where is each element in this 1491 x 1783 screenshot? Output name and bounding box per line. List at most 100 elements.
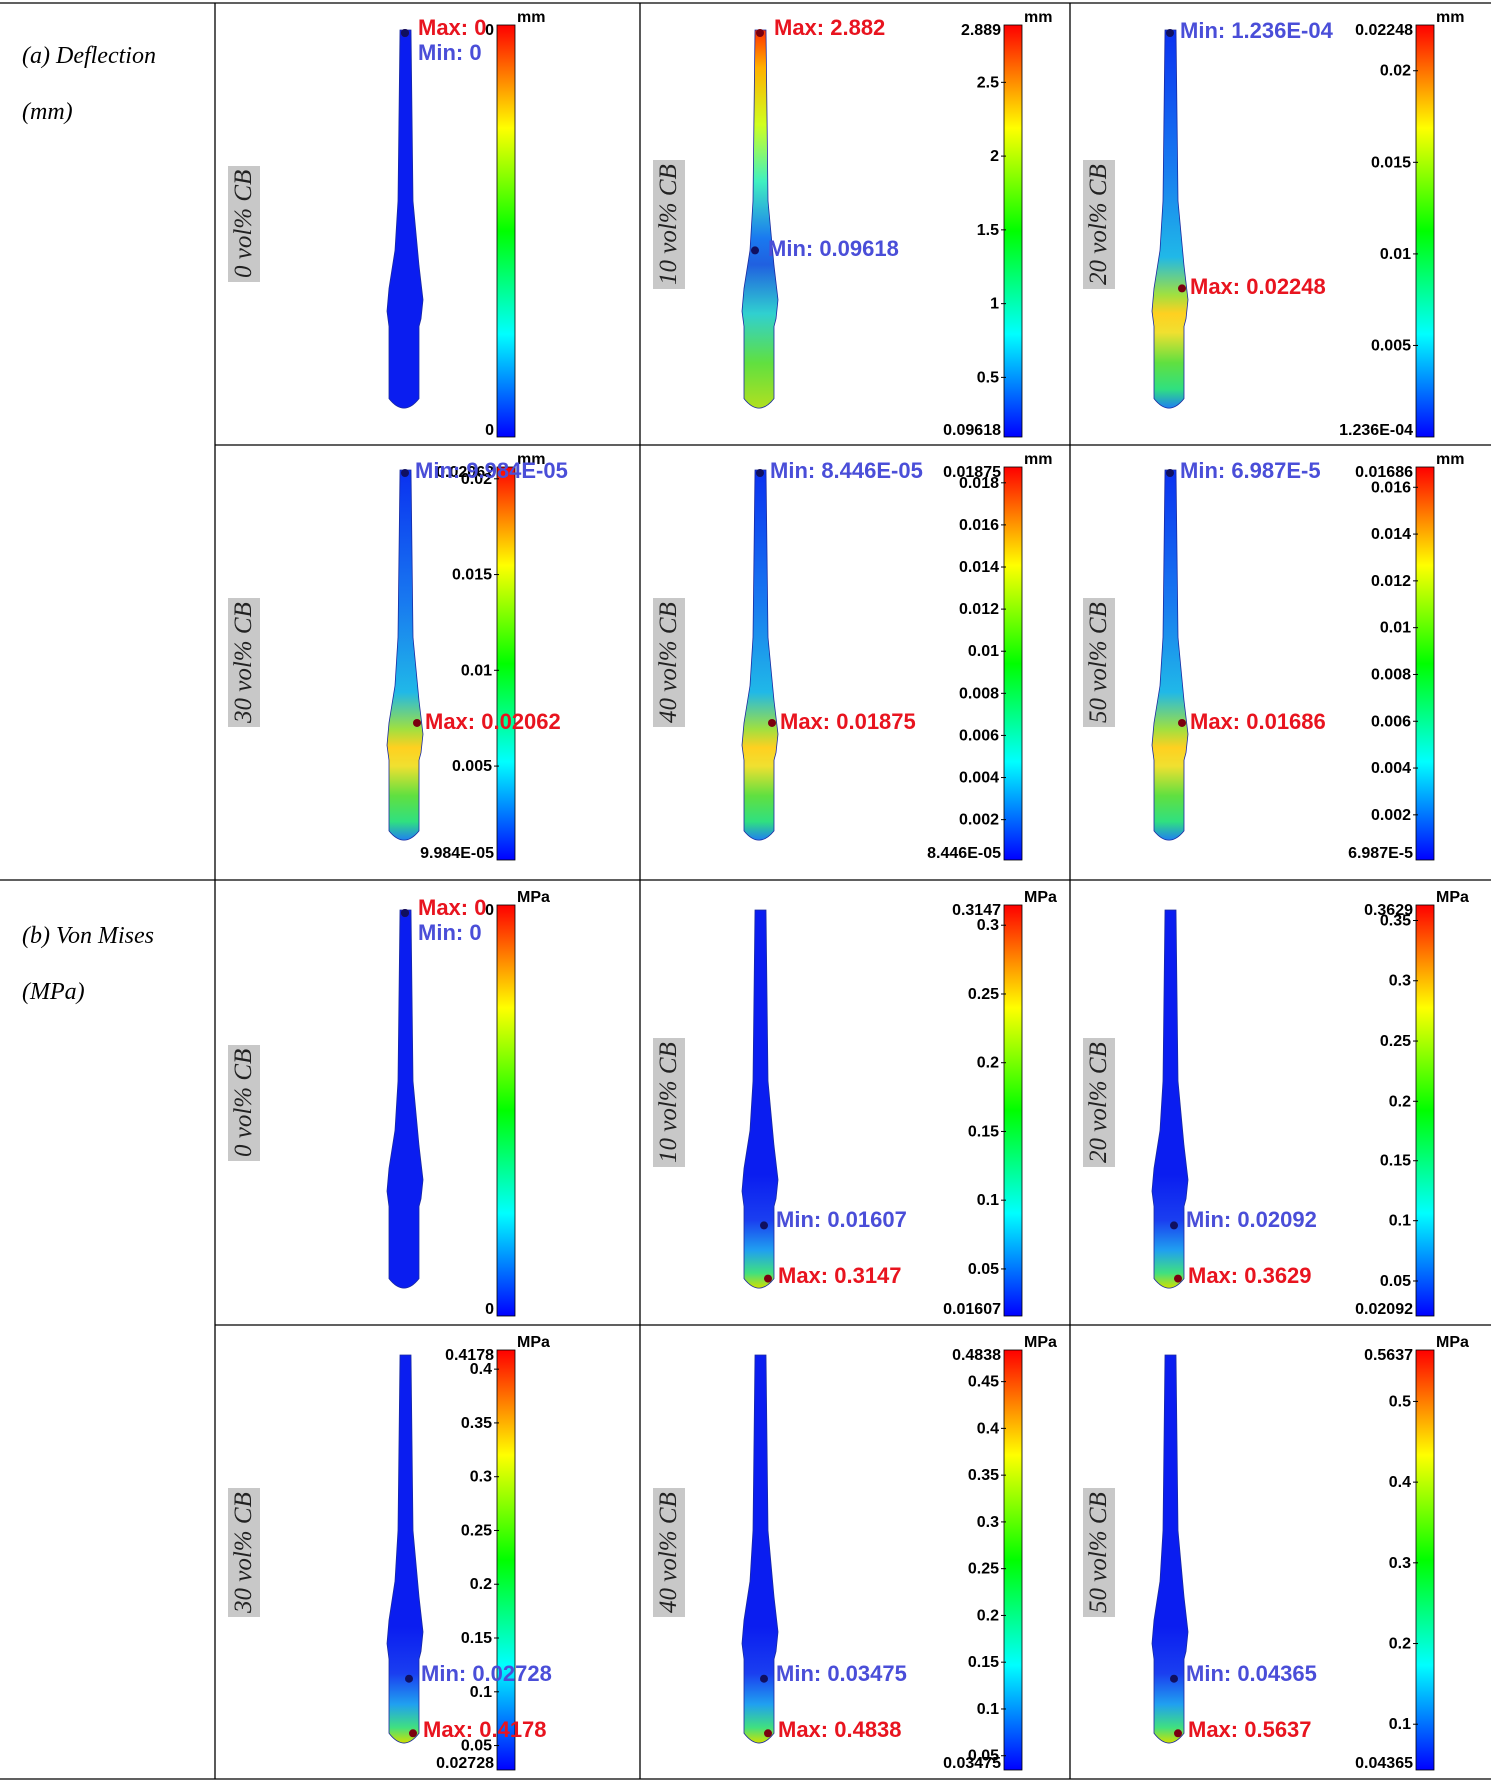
result-panel: mm 0.02248 1.236E-04 0.02 0.015 0.01 0.005 <box>1151 9 1464 439</box>
colorbar-tick-label: 0.2 <box>977 1055 999 1072</box>
max-marker <box>1178 718 1186 727</box>
colorbar-tick-label: 0.25 <box>968 1561 999 1578</box>
max-annotation: Max: 0.4838 <box>778 1717 902 1743</box>
colorbar-tick-label: 2.5 <box>977 74 999 91</box>
colorbar-unit: mm <box>1024 9 1052 26</box>
cb-content-label: 50 vol% CB <box>1083 1487 1115 1617</box>
min-annotation: Min: 0.04365 <box>1186 1660 1317 1686</box>
colorbar-unit: MPa <box>1024 1334 1057 1351</box>
colorbar-min-label: 0.02728 <box>436 1755 494 1772</box>
result-panel: MPa 0.4838 0.03475 0.45 0.4 0.35 0.3 0.25 0.2 0.1… <box>741 1334 1057 1772</box>
colorbar-tick-label: 0.15 <box>968 1654 999 1671</box>
colorbar-unit: MPa <box>517 889 550 906</box>
min-annotation: Min: 6.987E-5 <box>1180 458 1321 483</box>
colorbar-min-label: 0 <box>485 422 494 439</box>
colorbar-max-label: 0.02062 <box>436 464 494 481</box>
colorbar-tick-label: 0.35 <box>461 1415 492 1432</box>
colorbar-tick-label: 0.005 <box>1371 337 1411 354</box>
colorbar-tick-label: 0.014 <box>1371 526 1411 543</box>
colorbar-tick-label: 0.05 <box>968 1261 999 1278</box>
min-annotation: Min: 0 <box>418 40 482 65</box>
colorbar <box>1415 904 1435 1317</box>
colorbar-min-label: 0 <box>485 1301 494 1318</box>
min-annotation: Min: 9.984E-05 <box>415 458 568 483</box>
colorbar-min-label: 0.02092 <box>1355 1301 1413 1318</box>
colorbar-tick-label: 0.02 <box>1380 63 1411 80</box>
max-marker <box>413 718 421 727</box>
max-annotation: Max: 0.4178 <box>423 1717 547 1743</box>
min-marker <box>760 1674 768 1683</box>
cb-content-label: 50 vol% CB <box>1083 598 1115 727</box>
colorbar <box>1003 24 1023 438</box>
colorbar-tick-label: 2 <box>990 148 999 165</box>
colorbar-tick-label: 0.014 <box>959 559 999 576</box>
colorbar-unit: mm <box>517 451 545 468</box>
colorbar-unit: mm <box>517 9 545 26</box>
min-annotation: Min: 0.01607 <box>776 1207 907 1233</box>
colorbar-tick-label: 0.15 <box>461 1630 492 1647</box>
colorbar-tick-label: 0.1 <box>1389 1716 1411 1733</box>
colorbar <box>1003 466 1023 861</box>
colorbar-tick-label: 0.008 <box>959 685 999 702</box>
rod-model <box>1151 909 1189 1289</box>
colorbar-tick-label: 0.3 <box>977 1514 999 1531</box>
colorbar-tick-label: 0.05 <box>1380 1273 1411 1290</box>
colorbar-tick-label: 0.016 <box>1371 479 1411 496</box>
min-marker <box>1170 1674 1178 1683</box>
colorbar-tick-label: 0.004 <box>959 770 999 787</box>
colorbar-unit: mm <box>1024 451 1052 468</box>
colorbar-tick-label: 0.25 <box>461 1522 492 1539</box>
rod-model <box>741 469 779 841</box>
max-annotation: Max: 0.02248 <box>1190 274 1326 300</box>
colorbar-tick-label: 1.5 <box>977 222 999 239</box>
colorbar-max-label: 0.3147 <box>952 902 1001 919</box>
rod-model <box>386 29 424 409</box>
cb-content-label: 0 vol% CB <box>228 165 260 282</box>
colorbar <box>1415 466 1435 861</box>
colorbar-tick-label: 0.3 <box>470 1469 492 1486</box>
min-annotation: Min: 0.02092 <box>1186 1207 1317 1233</box>
colorbar-tick-label: 0.15 <box>968 1123 999 1140</box>
colorbar-tick-label: 0.2 <box>1389 1636 1411 1653</box>
colorbar-tick-label: 0.015 <box>1371 154 1411 171</box>
colorbar-unit: mm <box>1436 9 1464 26</box>
colorbar-tick-label: 0.006 <box>959 727 999 744</box>
max-annotation: Max: 0 <box>418 15 487 40</box>
max-annotation: Max: 0.5637 <box>1188 1717 1312 1743</box>
max-marker <box>764 1729 772 1738</box>
colorbar-unit: mm <box>1436 451 1464 468</box>
colorbar-min-label: 1.236E-04 <box>1339 422 1413 439</box>
colorbar <box>496 24 516 438</box>
colorbar-tick-label: 0.004 <box>1371 760 1411 777</box>
cb-content-label: 30 vol% CB <box>228 598 260 727</box>
rod-model <box>741 29 779 409</box>
max-annotation: Max: 0.3629 <box>1188 1262 1312 1288</box>
colorbar-max-label: 0.01686 <box>1355 464 1413 481</box>
colorbar-tick-label: 0.002 <box>1371 807 1411 824</box>
colorbar-max-label: 0.3629 <box>1364 902 1413 919</box>
max-marker <box>756 29 764 37</box>
colorbar-tick-label: 0.02 <box>461 471 492 488</box>
colorbar-tick-label: 0.1 <box>1389 1213 1411 1230</box>
rod-model <box>741 909 779 1289</box>
row-label-deflection-unit: (mm) <box>22 99 73 125</box>
colorbar-tick-label: 0.3 <box>1389 1555 1411 1572</box>
colorbar-unit: MPa <box>517 1334 550 1351</box>
colorbar-tick-label: 0.1 <box>977 1192 999 1209</box>
min-marker <box>1166 29 1174 37</box>
colorbar <box>496 466 516 861</box>
colorbar-tick-label: 0.4 <box>1389 1474 1411 1491</box>
row-label-von-mises: (b) Von Mises (MPa) <box>22 908 154 1020</box>
colorbar-max-label: 0.4178 <box>445 1347 494 1364</box>
rod-model <box>1151 469 1189 841</box>
result-panel: MPa 0.4178 0.02728 0.4 0.35 0.3 0.25 0.2 0.15 0.1… <box>386 1334 550 1772</box>
max-annotation: Max: 0.01875 <box>780 708 916 734</box>
max-annotation: Max: 0.02062 <box>425 708 561 734</box>
max-marker <box>768 718 776 727</box>
colorbar-tick-label: 0.015 <box>452 567 492 584</box>
result-panel: mm 0.02062 9.984E-05 0.02 0.015 0.01 0.005 <box>386 451 545 862</box>
cb-content-label: 40 vol% CB <box>653 1487 685 1617</box>
row-label-deflection-title: (a) Deflection <box>22 43 156 69</box>
